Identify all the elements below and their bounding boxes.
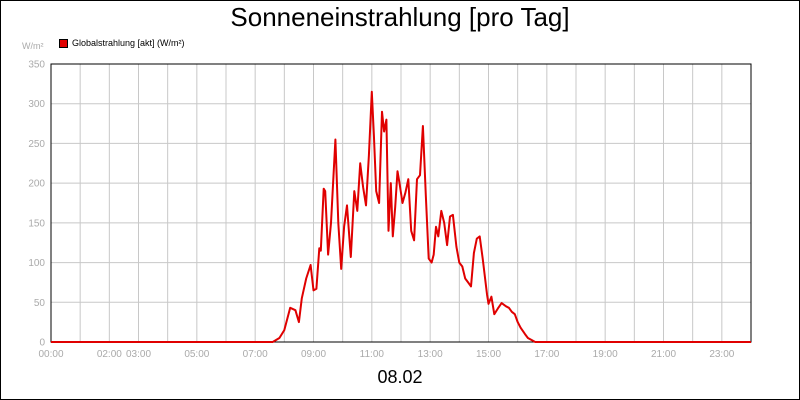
- x-tick-label: 17:00: [534, 349, 559, 360]
- x-tick-label: 02:00: [97, 349, 122, 360]
- chart-title: Sonneneinstrahlung [pro Tag]: [230, 2, 570, 32]
- x-tick-label: 13:00: [418, 349, 443, 360]
- x-axis-date-label: 08.02: [377, 367, 423, 387]
- y-tick-label: 50: [34, 298, 46, 309]
- x-tick-label: 23:00: [709, 349, 734, 360]
- x-tick-label: 19:00: [593, 349, 618, 360]
- x-tick-label: 15:00: [476, 349, 501, 360]
- y-axis-unit-label: W/m²: [22, 41, 44, 51]
- y-tick-label: 250: [28, 139, 45, 150]
- y-tick-label: 150: [28, 218, 45, 229]
- y-tick-label: 200: [28, 179, 45, 190]
- x-tick-label: 21:00: [651, 349, 676, 360]
- legend-label: Globalstrahlung [akt] (W/m²): [72, 38, 185, 48]
- plot-border: [50, 63, 752, 343]
- x-tick-label: 00:00: [38, 349, 63, 360]
- y-tick-label: 300: [28, 99, 45, 110]
- x-tick-label: 07:00: [243, 349, 268, 360]
- y-tick-label: 100: [28, 258, 45, 269]
- legend-swatch: [59, 38, 68, 48]
- y-tick-label: 350: [28, 60, 45, 71]
- series-line-globalstrahlung: [51, 90, 751, 343]
- x-tick-label: 09:00: [301, 349, 326, 360]
- x-tick-label: 11:00: [360, 349, 385, 360]
- x-tick-label: 05:00: [184, 349, 209, 360]
- y-tick-label: 0: [39, 338, 45, 349]
- x-tick-label: 03:00: [126, 349, 151, 360]
- legend: Globalstrahlung [akt] (W/m²): [59, 38, 185, 48]
